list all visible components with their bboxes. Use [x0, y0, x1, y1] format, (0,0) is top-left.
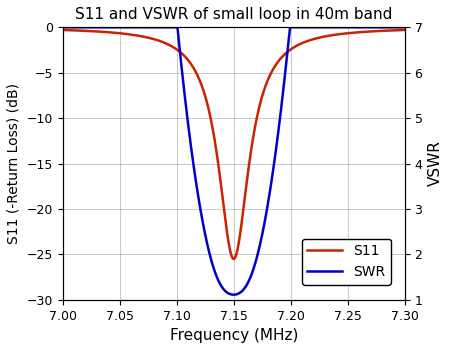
Y-axis label: S11 (-Return Loss) (dB): S11 (-Return Loss) (dB)	[7, 83, 21, 244]
SWR	[191, 162, 196, 166]
SWR	[231, 293, 236, 297]
SWR	[60, 25, 65, 29]
Legend: S11, SWR: S11, SWR	[302, 239, 391, 285]
Title: S11 and VSWR of small loop in 40m band: S11 and VSWR of small loop in 40m band	[75, 7, 392, 22]
X-axis label: Frequency (MHz): Frequency (MHz)	[170, 328, 298, 343]
S11	[60, 28, 65, 32]
Line: S11: S11	[63, 30, 405, 259]
Y-axis label: VSWR: VSWR	[428, 141, 443, 187]
S11	[191, 65, 196, 70]
S11	[231, 257, 236, 261]
SWR	[341, 25, 346, 29]
S11	[402, 28, 408, 32]
SWR	[402, 25, 408, 29]
S11	[122, 32, 127, 36]
SWR	[315, 25, 321, 29]
SWR	[265, 202, 270, 206]
Line: SWR: SWR	[63, 27, 405, 295]
S11	[283, 52, 288, 56]
S11	[341, 32, 346, 36]
SWR	[283, 71, 288, 75]
S11	[315, 36, 321, 40]
SWR	[122, 25, 127, 29]
S11	[265, 78, 270, 82]
